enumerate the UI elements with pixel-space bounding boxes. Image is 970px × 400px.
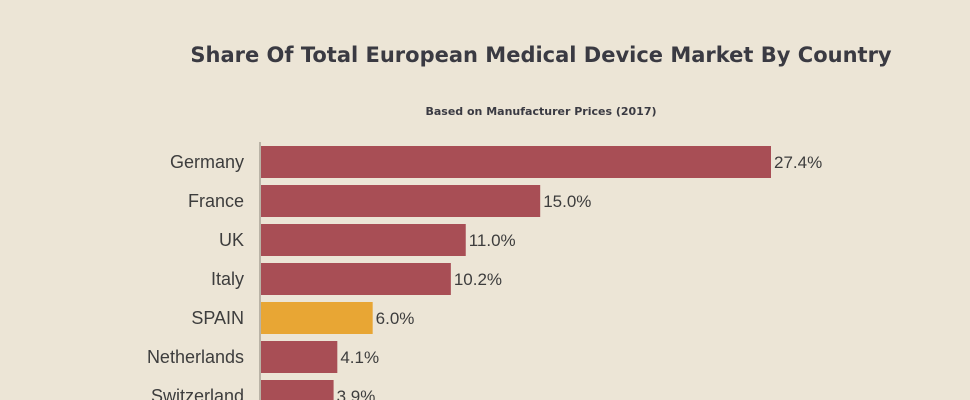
category-label-spain: SPAIN [191,308,244,328]
category-label-uk: UK [219,230,244,250]
value-label-netherlands: 4.1% [340,348,379,367]
bar-uk [261,224,466,256]
value-label-france: 15.0% [543,192,591,211]
category-label-switzerland: Switzerland [151,386,244,400]
chart-subtitle: Based on Manufacturer Prices (2017) [425,105,657,118]
value-label-switzerland: 3.9% [337,387,376,400]
bar-germany [261,146,771,178]
bar-france [261,185,541,217]
bar-netherlands [261,341,338,373]
chart-title: Share Of Total European Medical Device M… [190,43,892,67]
category-label-germany: Germany [170,152,244,172]
bar-italy [261,263,451,295]
value-label-uk: 11.0% [469,231,516,250]
category-label-italy: Italy [211,269,244,289]
value-label-germany: 27.4% [774,153,822,172]
bar-switzerland [261,380,334,400]
category-label-netherlands: Netherlands [147,347,244,367]
value-label-spain: 6.0% [376,309,415,328]
bar-spain [261,302,373,334]
category-label-france: France [188,191,244,211]
value-label-italy: 10.2% [454,270,502,289]
